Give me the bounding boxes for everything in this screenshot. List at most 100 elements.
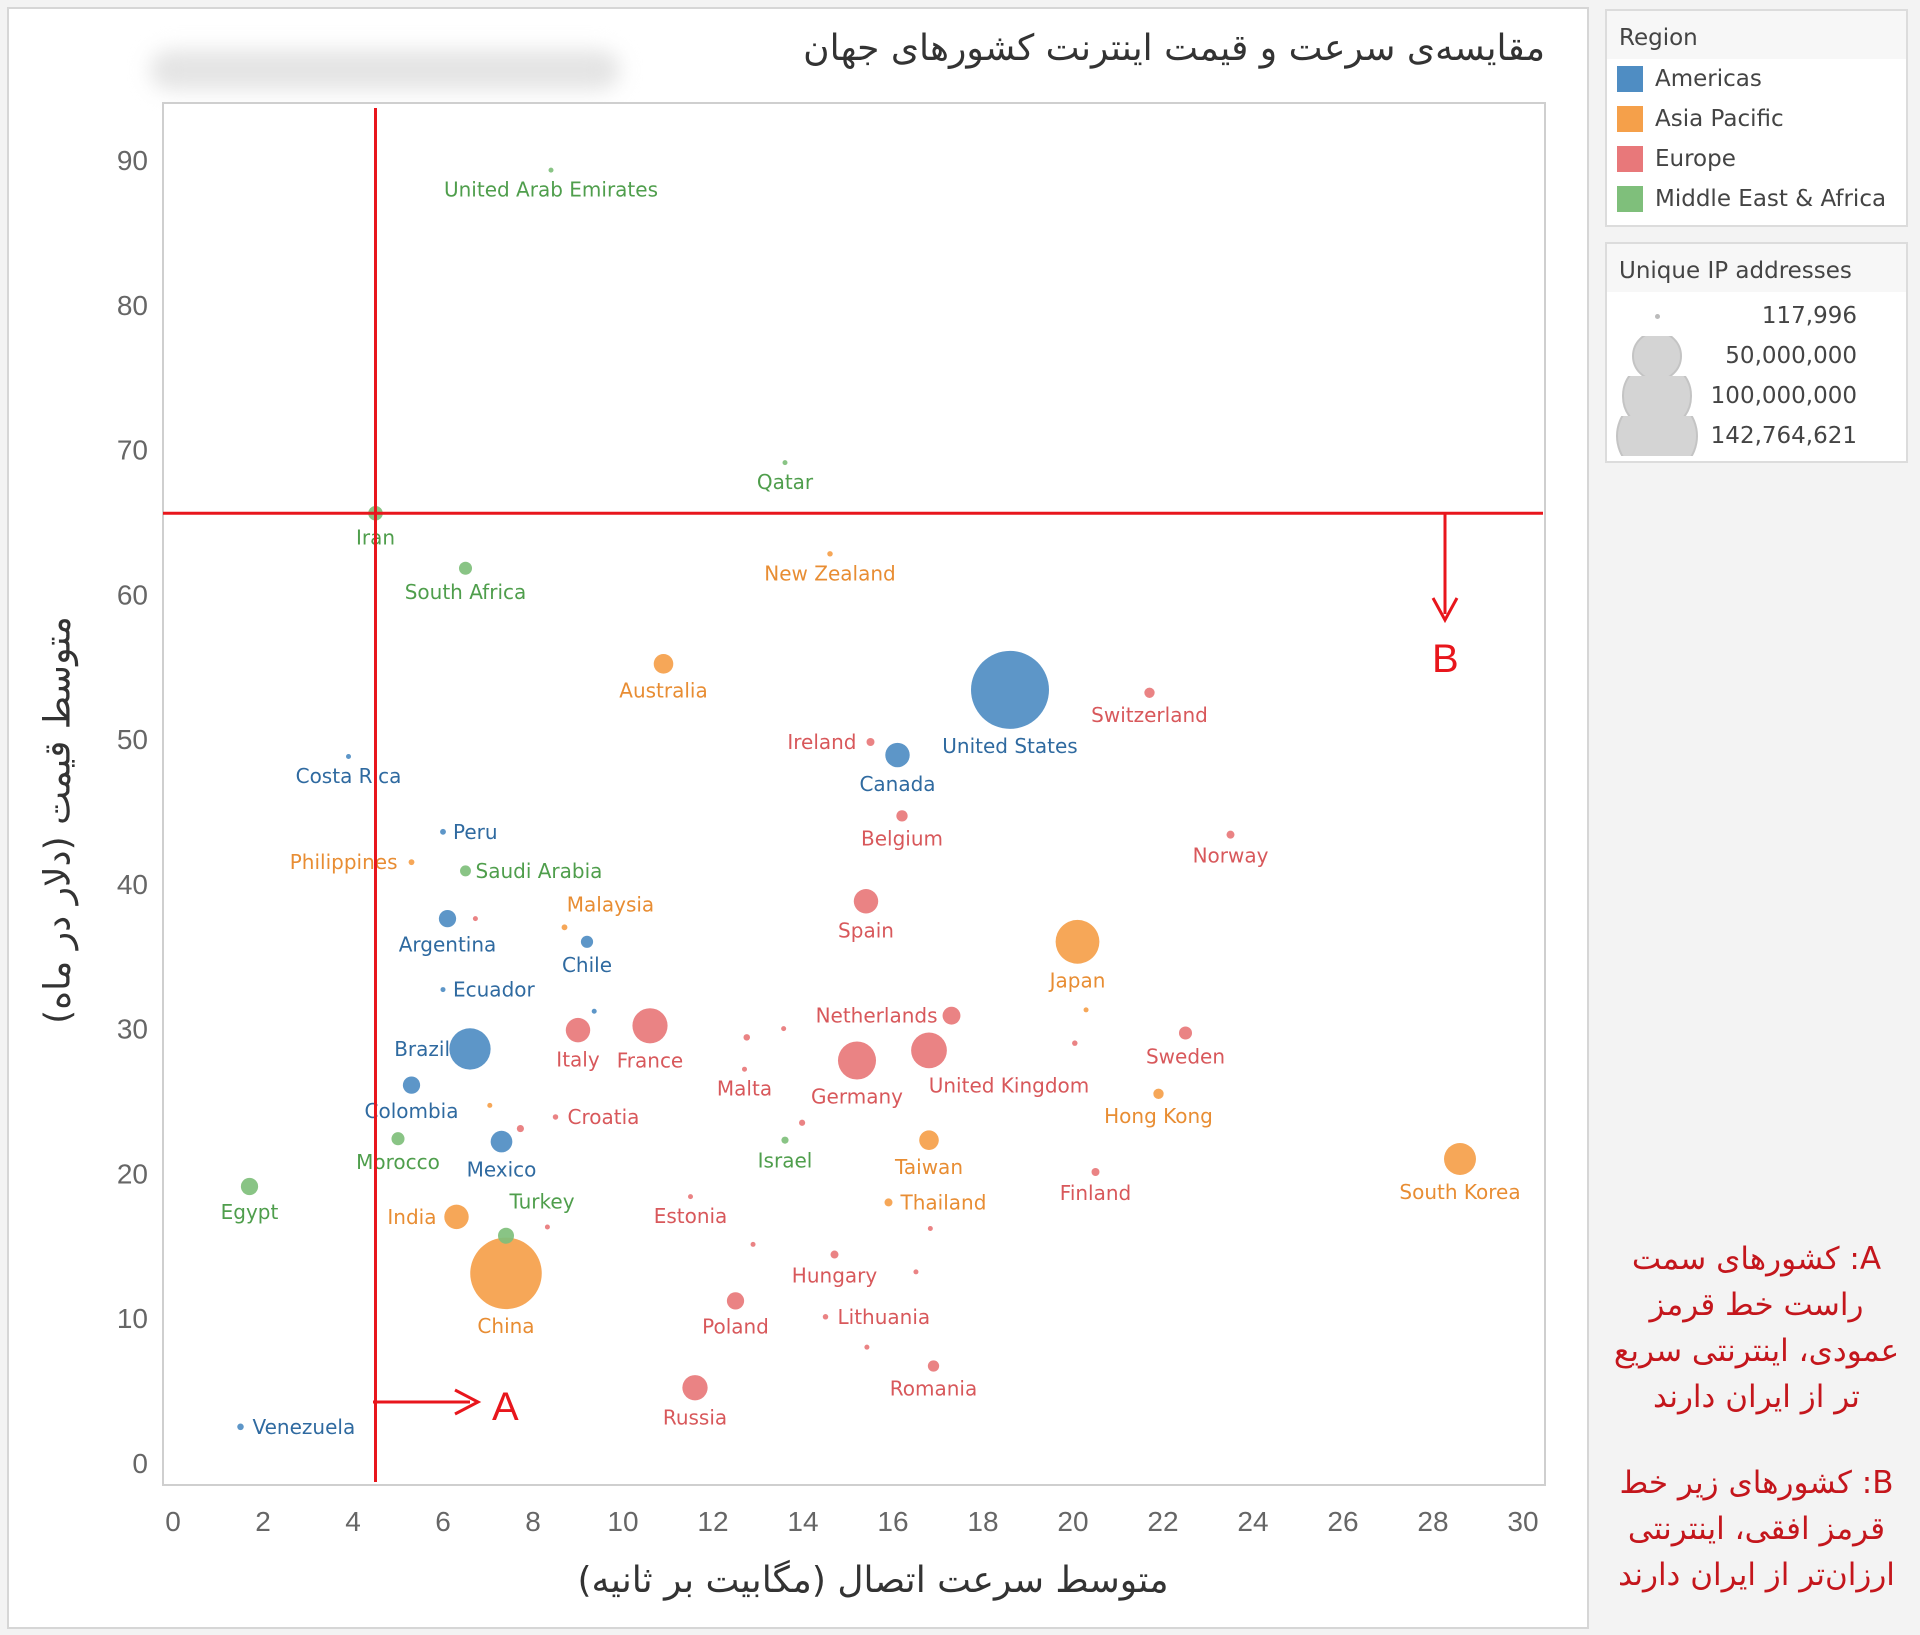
country-label: China xyxy=(477,1314,534,1338)
data-point[interactable] xyxy=(1072,1040,1078,1046)
legend-item-americas[interactable]: Americas xyxy=(1607,59,1906,99)
data-point-canada[interactable] xyxy=(885,742,910,768)
y-tick-label: 50 xyxy=(117,724,148,755)
x-tick-label: 12 xyxy=(697,1506,728,1537)
x-tick-label: 14 xyxy=(787,1506,818,1537)
data-point[interactable] xyxy=(516,1124,524,1133)
data-point-italy[interactable] xyxy=(565,1017,591,1043)
legend-item-europe[interactable]: Europe xyxy=(1607,139,1906,179)
data-point-australia[interactable] xyxy=(653,654,674,674)
data-point-romania[interactable] xyxy=(927,1360,940,1372)
data-point-lithuania[interactable] xyxy=(822,1314,829,1320)
data-point-qatar[interactable] xyxy=(782,460,788,466)
data-point-peru[interactable] xyxy=(440,828,446,835)
country-label: Argentina xyxy=(399,932,497,956)
data-point-philippines[interactable] xyxy=(408,859,415,866)
x-tick-label: 24 xyxy=(1237,1506,1268,1537)
data-point-malaysia[interactable] xyxy=(561,924,568,931)
data-point-switzerland[interactable] xyxy=(1144,687,1155,698)
data-point-hong-kong[interactable] xyxy=(1153,1088,1164,1099)
data-point-united-states[interactable] xyxy=(971,650,1049,729)
data-point-egypt[interactable] xyxy=(240,1177,259,1196)
data-point-costa-rica[interactable] xyxy=(346,753,351,759)
size-legend-item: 142,764,621 xyxy=(1607,416,1906,456)
data-point-united-arab-emirates[interactable] xyxy=(548,167,554,173)
data-point-india[interactable] xyxy=(444,1204,469,1230)
region-legend: Region Americas Asia Pacific Europe Middle … xyxy=(1605,9,1908,227)
country-label: Colombia xyxy=(365,1099,459,1123)
y-tick-label: 70 xyxy=(117,435,148,466)
data-point-united-kingdom[interactable] xyxy=(911,1032,947,1069)
data-point[interactable] xyxy=(1083,1007,1089,1013)
legend-item-asia-pacific[interactable]: Asia Pacific xyxy=(1607,99,1906,139)
x-tick-label: 30 xyxy=(1507,1506,1538,1537)
data-point-malta[interactable] xyxy=(742,1066,747,1072)
country-label: Costa Rica xyxy=(296,764,402,788)
country-label: Morocco xyxy=(356,1150,440,1174)
x-tick-label: 10 xyxy=(607,1506,638,1537)
size-legend-label: 117,996 xyxy=(1761,303,1857,329)
data-point[interactable] xyxy=(544,1224,550,1230)
x-tick-label: 26 xyxy=(1327,1506,1358,1537)
data-point[interactable] xyxy=(591,1008,597,1014)
data-point-south-korea[interactable] xyxy=(1444,1142,1476,1175)
size-legend-label: 142,764,621 xyxy=(1710,423,1857,449)
data-point[interactable] xyxy=(487,1102,493,1108)
data-point[interactable] xyxy=(913,1269,919,1275)
data-point-spain[interactable] xyxy=(853,889,879,914)
x-tick-label: 28 xyxy=(1417,1506,1448,1537)
data-point-ireland[interactable] xyxy=(866,738,875,747)
data-point[interactable] xyxy=(743,1034,751,1041)
data-point-norway[interactable] xyxy=(1226,830,1235,839)
data-point-estonia[interactable] xyxy=(688,1194,693,1200)
data-point[interactable] xyxy=(864,1344,870,1350)
data-point-turkey[interactable] xyxy=(498,1227,514,1244)
data-point-russia[interactable] xyxy=(682,1375,708,1401)
data-point-japan[interactable] xyxy=(1055,919,1100,964)
data-point-sweden[interactable] xyxy=(1178,1026,1193,1040)
arrow-a-head xyxy=(454,1388,482,1416)
data-point[interactable] xyxy=(781,1026,787,1032)
data-point-saudi-arabia[interactable] xyxy=(460,865,471,877)
data-point[interactable] xyxy=(472,916,478,922)
country-label: New Zealand xyxy=(764,562,895,586)
data-point-taiwan[interactable] xyxy=(919,1130,939,1150)
country-label: Saudi Arabia xyxy=(476,859,603,883)
country-label: Germany xyxy=(811,1085,903,1109)
data-point-south-africa[interactable] xyxy=(458,561,473,575)
data-point-netherlands[interactable] xyxy=(942,1006,961,1025)
data-point-morocco[interactable] xyxy=(391,1132,405,1146)
data-point-israel[interactable] xyxy=(781,1136,789,1144)
x-tick-label: 16 xyxy=(877,1506,908,1537)
legend-item-middle-east-africa[interactable]: Middle East & Africa xyxy=(1607,179,1906,219)
data-point-argentina[interactable] xyxy=(438,909,457,928)
data-point-france[interactable] xyxy=(632,1008,668,1044)
data-point-finland[interactable] xyxy=(1091,1167,1100,1176)
country-label: Ireland xyxy=(787,730,856,754)
country-label: Philippines xyxy=(290,850,398,874)
data-point-new-zealand[interactable] xyxy=(827,551,833,557)
data-point-thailand[interactable] xyxy=(884,1198,893,1207)
country-label: Ecuador xyxy=(453,978,535,1002)
data-point-belgium[interactable] xyxy=(896,810,908,822)
data-point-colombia[interactable] xyxy=(402,1076,421,1094)
data-point[interactable] xyxy=(799,1119,806,1126)
data-point-mexico[interactable] xyxy=(490,1130,513,1153)
data-point-croatia[interactable] xyxy=(552,1114,559,1120)
data-point[interactable] xyxy=(750,1241,756,1247)
data-point-poland[interactable] xyxy=(726,1292,745,1310)
data-point-hungary[interactable] xyxy=(830,1250,839,1259)
data-point[interactable] xyxy=(927,1225,933,1231)
data-point-brazil[interactable] xyxy=(449,1028,491,1070)
country-label: Lithuania xyxy=(838,1305,931,1329)
country-label: Malaysia xyxy=(567,892,654,916)
arrow-b-head xyxy=(1431,597,1459,624)
color-swatch xyxy=(1617,186,1643,212)
data-point-china[interactable] xyxy=(470,1237,542,1310)
country-label: Romania xyxy=(890,1377,977,1401)
data-point-venezuela[interactable] xyxy=(237,1423,244,1431)
data-point-chile[interactable] xyxy=(580,935,594,948)
data-point-germany[interactable] xyxy=(837,1041,877,1080)
data-point-ecuador[interactable] xyxy=(440,987,446,993)
country-label: Norway xyxy=(1193,844,1269,868)
